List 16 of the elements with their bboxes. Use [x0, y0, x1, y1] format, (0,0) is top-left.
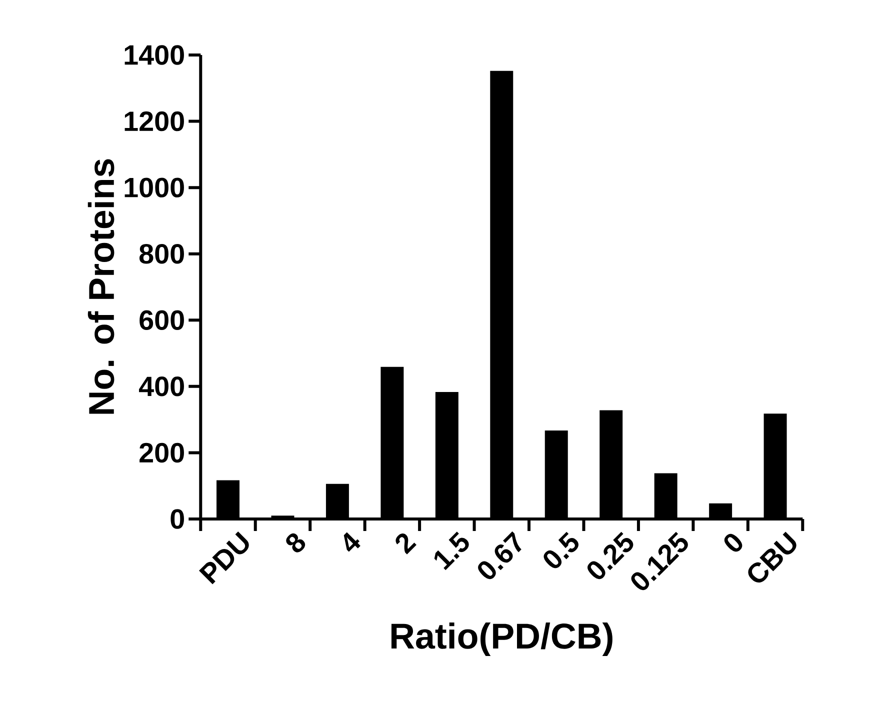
- y-tick-label: 600: [140, 310, 184, 330]
- y-tick-label: 0: [170, 509, 184, 529]
- x-tick-label: 0.5: [544, 532, 578, 568]
- x-tick-label: 4: [344, 532, 360, 552]
- x-tick-label: 1.5: [434, 532, 469, 570]
- y-tick-label: 200: [140, 442, 184, 463]
- x-tick-label: 8: [286, 533, 306, 552]
- y-tick-label: 800: [139, 244, 184, 264]
- x-tick-label: 2: [396, 534, 416, 554]
- x-tick-label: 0: [724, 534, 742, 552]
- y-tick-label: 1000: [124, 178, 184, 198]
- y-tick-label: 400: [139, 376, 184, 396]
- y-tick-label: 1200: [124, 111, 184, 132]
- y-tick-label: 1400: [124, 45, 184, 65]
- y-axis-title: No. of Proteins: [88, 159, 114, 414]
- x-axis-title: Ratio(PD/CB): [391, 622, 612, 656]
